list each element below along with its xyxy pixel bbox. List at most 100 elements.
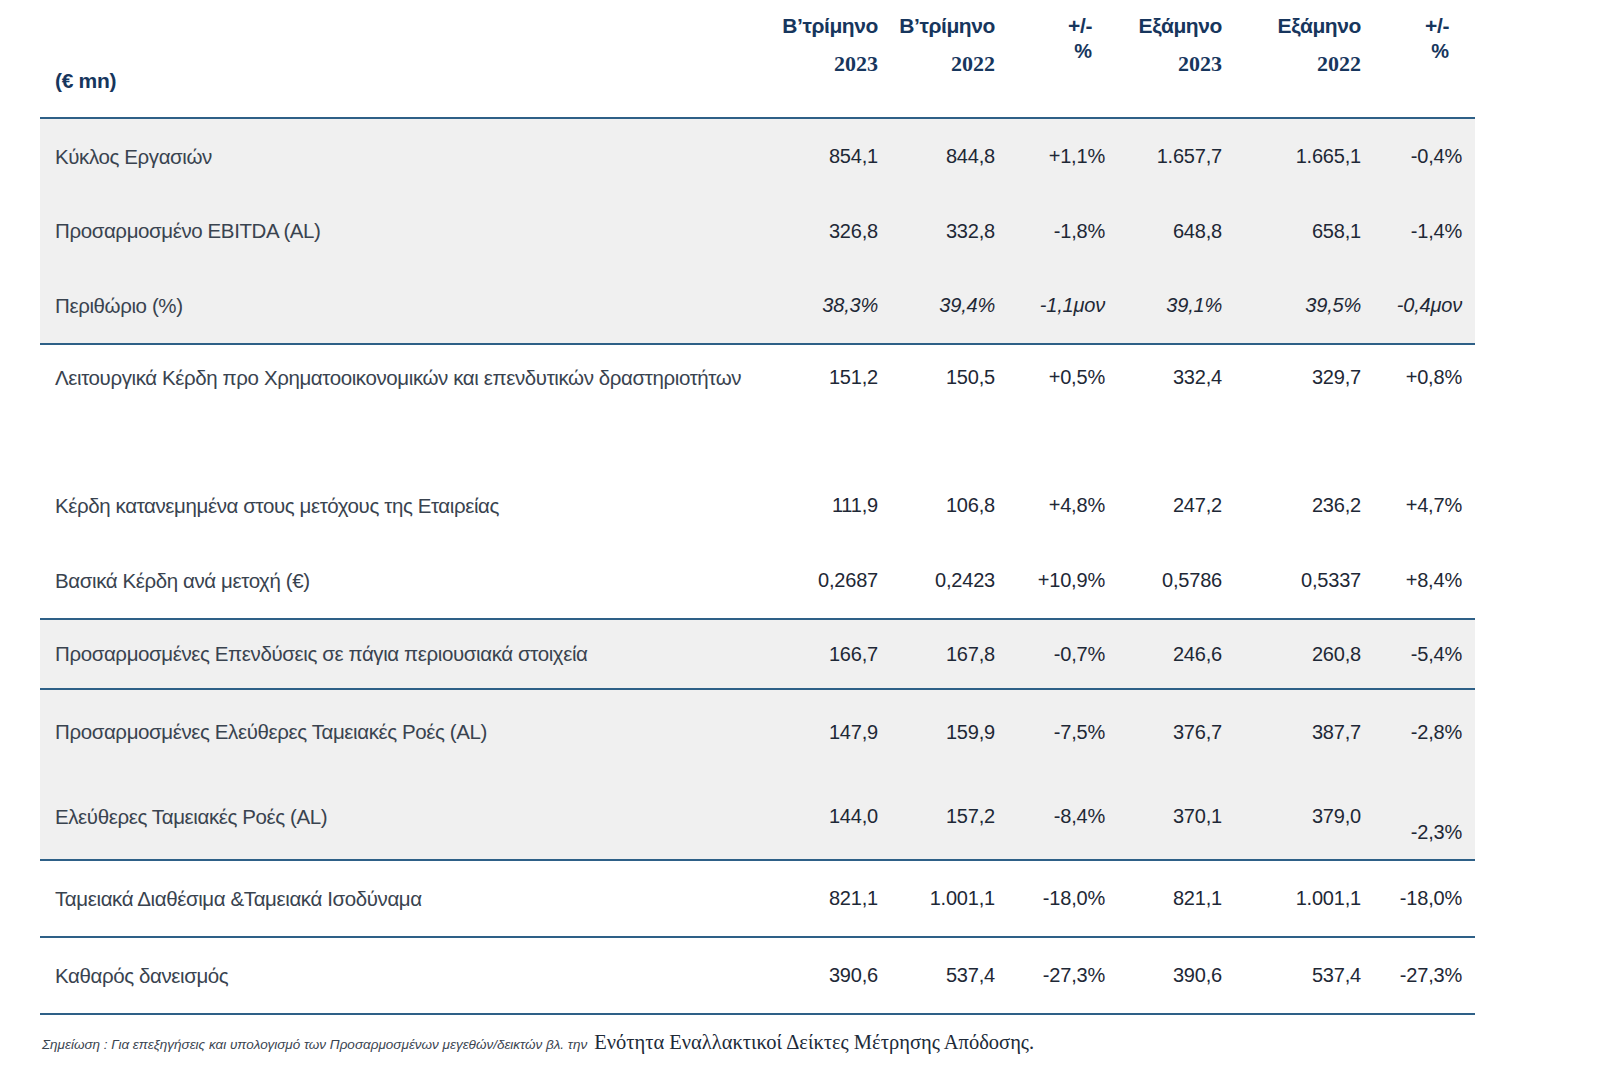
row-label: Περιθώριο (%) bbox=[40, 294, 758, 318]
cell-value: 38,3% bbox=[758, 294, 878, 317]
cell-value: 111,9 bbox=[758, 494, 878, 517]
cell-value: -27,3% bbox=[1361, 964, 1462, 987]
cell-value: 150,5 bbox=[878, 366, 995, 389]
cell-value: 166,7 bbox=[758, 643, 878, 666]
cell-value: -18,0% bbox=[995, 887, 1105, 910]
row-label: Προσαρμοσμένες Ελεύθερες Ταμειακές Ροές … bbox=[40, 720, 758, 744]
cell-value: 106,8 bbox=[878, 494, 995, 517]
cell-value: +4,8% bbox=[995, 494, 1105, 517]
cell-value: 157,2 bbox=[878, 805, 995, 828]
cell-value: 246,6 bbox=[1105, 643, 1222, 666]
cell-value: 236,2 bbox=[1222, 494, 1361, 517]
cell-value: 537,4 bbox=[1222, 964, 1361, 987]
col-header-change-pct: % bbox=[1431, 40, 1449, 63]
table-row-revenue: Κύκλος Εργασιών 854,1 844,8 +1,1% 1.657,… bbox=[40, 119, 1475, 194]
col-header-period: Εξάμηνο bbox=[1278, 14, 1361, 37]
cell-value: 854,1 bbox=[758, 145, 878, 168]
cell-value: -7,5% bbox=[995, 721, 1105, 744]
block-operating-earnings: Λειτουργικά Κέρδη προ Χρηματοοικονομικών… bbox=[40, 343, 1475, 618]
block-free-cash-flows: Προσαρμοσμένες Ελεύθερες Ταμειακές Ροές … bbox=[40, 688, 1475, 859]
block-revenue-ebitda: Κύκλος Εργασιών 854,1 844,8 +1,1% 1.657,… bbox=[40, 117, 1475, 343]
cell-value: 0,2687 bbox=[758, 569, 878, 592]
cell-value: 390,6 bbox=[758, 964, 878, 987]
cell-value: 821,1 bbox=[1105, 887, 1222, 910]
cell-value: 648,8 bbox=[1105, 220, 1222, 243]
cell-value: 167,8 bbox=[878, 643, 995, 666]
cell-value: +0,5% bbox=[995, 366, 1105, 389]
cell-value: 376,7 bbox=[1105, 721, 1222, 744]
cell-value: -1,4% bbox=[1361, 220, 1462, 243]
cell-value: -1,8% bbox=[995, 220, 1105, 243]
cell-value: 390,6 bbox=[1105, 964, 1222, 987]
row-label: Λειτουργικά Κέρδη προ Χρηματοοικονομικών… bbox=[40, 366, 758, 390]
results-table: (€ mn) Β’τρίμηνο 2023 Β’τρίμηνο 2022 +/-… bbox=[40, 0, 1475, 1054]
cell-value: 0,2423 bbox=[878, 569, 995, 592]
cell-value: +0,8% bbox=[1361, 366, 1462, 389]
row-label: Ελεύθερες Ταμειακές Ροές (AL) bbox=[40, 805, 758, 829]
cell-value: 159,9 bbox=[878, 721, 995, 744]
block-capex: Προσαρμοσμένες Επενδύσεις σε πάγια περιο… bbox=[40, 618, 1475, 688]
col-header-year: 2022 bbox=[951, 52, 995, 76]
cell-value: -8,4% bbox=[995, 805, 1105, 828]
cell-value: -1,1μον bbox=[995, 294, 1105, 317]
col-header-year: 2023 bbox=[1178, 52, 1222, 76]
row-label: Ταμειακά Διαθέσιμα &Ταμειακά Ισοδύναμα bbox=[40, 887, 758, 911]
col-header-change-sign: +/- bbox=[1425, 14, 1449, 37]
cell-value: 1.657,7 bbox=[1105, 145, 1222, 168]
table-row-eps: Βασικά Κέρδη ανά μετοχή (€) 0,2687 0,242… bbox=[40, 543, 1475, 618]
cell-value: 326,8 bbox=[758, 220, 878, 243]
col-header-q2-2022: Β’τρίμηνο 2022 bbox=[878, 0, 995, 117]
block-net-debt: Καθαρός δανεισμός 390,6 537,4 -27,3% 390… bbox=[40, 936, 1475, 1015]
row-label: Καθαρός δανεισμός bbox=[40, 964, 758, 988]
row-label: Κύκλος Εργασιών bbox=[40, 145, 758, 169]
financial-results-table-page: (€ mn) Β’τρίμηνο 2023 Β’τρίμηνο 2022 +/-… bbox=[0, 0, 1600, 1081]
col-header-change-pct: % bbox=[1074, 40, 1092, 63]
row-label: Βασικά Κέρδη ανά μετοχή (€) bbox=[40, 569, 758, 593]
cell-value: 0,5786 bbox=[1105, 569, 1222, 592]
table-row-fcf: Ελεύθερες Ταμειακές Ροές (AL) 144,0 157,… bbox=[40, 774, 1475, 859]
col-header-year: 2023 bbox=[834, 52, 878, 76]
table-row-margin: Περιθώριο (%) 38,3% 39,4% -1,1μον 39,1% … bbox=[40, 268, 1475, 343]
block-cash-equivalents: Ταμειακά Διαθέσιμα &Ταμειακά Ισοδύναμα 8… bbox=[40, 859, 1475, 936]
cell-value: -0,4% bbox=[1361, 145, 1462, 168]
footnote: Σημείωση : Για επεξηγήσεις και υπολογισμ… bbox=[40, 1015, 1475, 1054]
col-header-period: Β’τρίμηνο bbox=[782, 14, 878, 37]
table-row-operating-profit: Λειτουργικά Κέρδη προ Χρηματοοικονομικών… bbox=[40, 345, 1475, 468]
cell-value: -0,7% bbox=[995, 643, 1105, 666]
cell-value: +4,7% bbox=[1361, 494, 1462, 517]
cell-value: -0,4μον bbox=[1361, 294, 1462, 317]
col-header-change-sign: +/- bbox=[1068, 14, 1092, 37]
table-row-cash: Ταμειακά Διαθέσιμα &Ταμειακά Ισοδύναμα 8… bbox=[40, 861, 1475, 936]
col-header-change-h: +/- % bbox=[1361, 0, 1462, 117]
table-row-adjusted-fcf: Προσαρμοσμένες Ελεύθερες Ταμειακές Ροές … bbox=[40, 690, 1475, 774]
row-label: Κέρδη κατανεμημένα στους μετόχους της Ετ… bbox=[40, 494, 758, 518]
table-header-row: (€ mn) Β’τρίμηνο 2023 Β’τρίμηνο 2022 +/-… bbox=[40, 0, 1475, 117]
row-label: Προσαρμοσμένες Επενδύσεις σε πάγια περιο… bbox=[40, 642, 758, 666]
cell-value: 332,4 bbox=[1105, 366, 1222, 389]
cell-value: 537,4 bbox=[878, 964, 995, 987]
table-row-ebitda: Προσαρμοσμένο EBITDA (AL) 326,8 332,8 -1… bbox=[40, 194, 1475, 268]
cell-value: 39,1% bbox=[1105, 294, 1222, 317]
cell-value: -2,8% bbox=[1361, 721, 1462, 744]
cell-value: 144,0 bbox=[758, 805, 878, 828]
cell-value: 332,8 bbox=[878, 220, 995, 243]
unit-label: (€ mn) bbox=[40, 0, 758, 117]
cell-value: 1.665,1 bbox=[1222, 145, 1361, 168]
cell-value: 370,1 bbox=[1105, 805, 1222, 828]
cell-value: 329,7 bbox=[1222, 366, 1361, 389]
cell-value: 821,1 bbox=[758, 887, 878, 910]
col-header-period: Β’τρίμηνο bbox=[899, 14, 995, 37]
cell-value: 658,1 bbox=[1222, 220, 1361, 243]
cell-value: 1.001,1 bbox=[1222, 887, 1361, 910]
col-header-period: Εξάμηνο bbox=[1139, 14, 1222, 37]
cell-value: 379,0 bbox=[1222, 805, 1361, 828]
col-header-year: 2022 bbox=[1317, 52, 1361, 76]
cell-value: +10,9% bbox=[995, 569, 1105, 592]
col-header-h1-2022: Εξάμηνο 2022 bbox=[1222, 0, 1361, 117]
col-header-h1-2023: Εξάμηνο 2023 bbox=[1105, 0, 1222, 117]
cell-value: -5,4% bbox=[1361, 643, 1462, 666]
cell-value: 0,5337 bbox=[1222, 569, 1361, 592]
cell-value: 39,4% bbox=[878, 294, 995, 317]
footnote-italic-text: Σημείωση : Για επεξηγήσεις και υπολογισμ… bbox=[42, 1037, 587, 1052]
cell-value: 1.001,1 bbox=[878, 887, 995, 910]
